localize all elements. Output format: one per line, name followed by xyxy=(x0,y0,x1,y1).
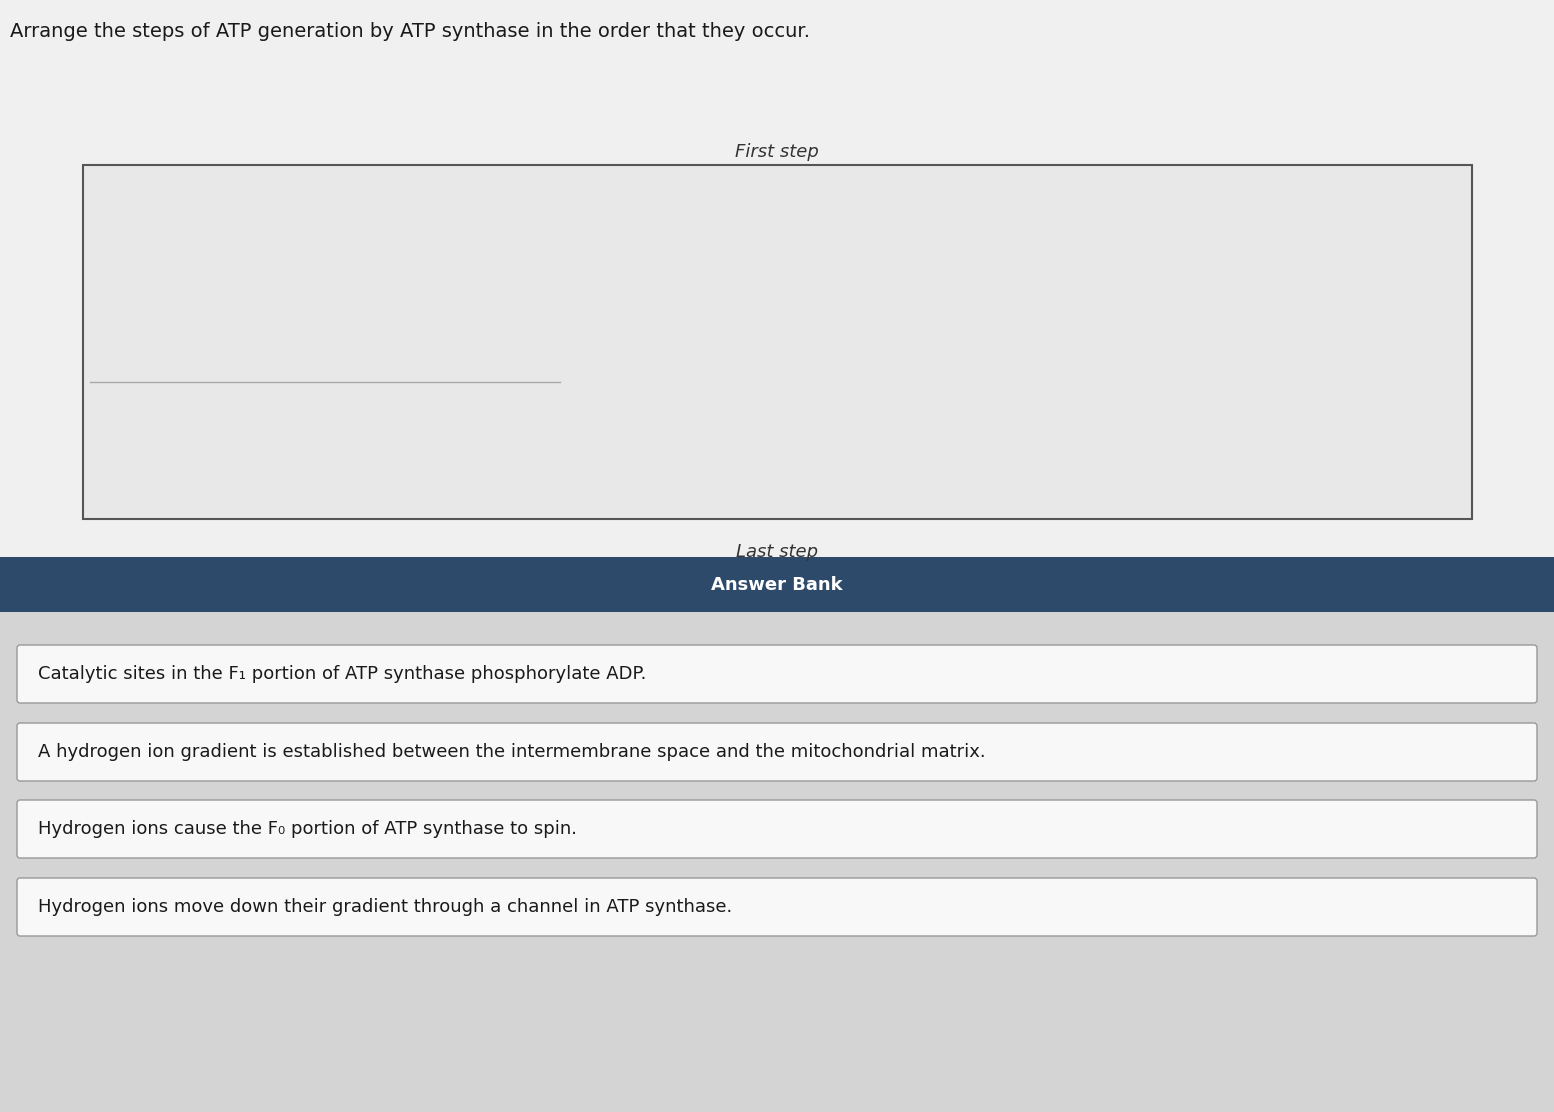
Text: Hydrogen ions move down their gradient through a channel in ATP synthase.: Hydrogen ions move down their gradient t… xyxy=(37,898,732,916)
FancyBboxPatch shape xyxy=(17,645,1537,703)
Text: A hydrogen ion gradient is established between the intermembrane space and the m: A hydrogen ion gradient is established b… xyxy=(37,743,985,761)
Text: Hydrogen ions cause the F₀ portion of ATP synthase to spin.: Hydrogen ions cause the F₀ portion of AT… xyxy=(37,820,577,838)
Text: Arrange the steps of ATP generation by ATP synthase in the order that they occur: Arrange the steps of ATP generation by A… xyxy=(9,22,810,41)
Bar xyxy=(0,0,1554,557)
Bar xyxy=(0,557,1554,612)
Text: Catalytic sites in the F₁ portion of ATP synthase phosphorylate ADP.: Catalytic sites in the F₁ portion of ATP… xyxy=(37,665,646,683)
Bar xyxy=(0,557,1554,1112)
Text: Answer Bank: Answer Bank xyxy=(712,576,842,594)
Text: First step: First step xyxy=(735,143,819,161)
FancyBboxPatch shape xyxy=(82,165,1472,519)
FancyBboxPatch shape xyxy=(17,878,1537,936)
FancyBboxPatch shape xyxy=(17,800,1537,858)
FancyBboxPatch shape xyxy=(17,723,1537,781)
Text: Last step: Last step xyxy=(737,543,817,560)
